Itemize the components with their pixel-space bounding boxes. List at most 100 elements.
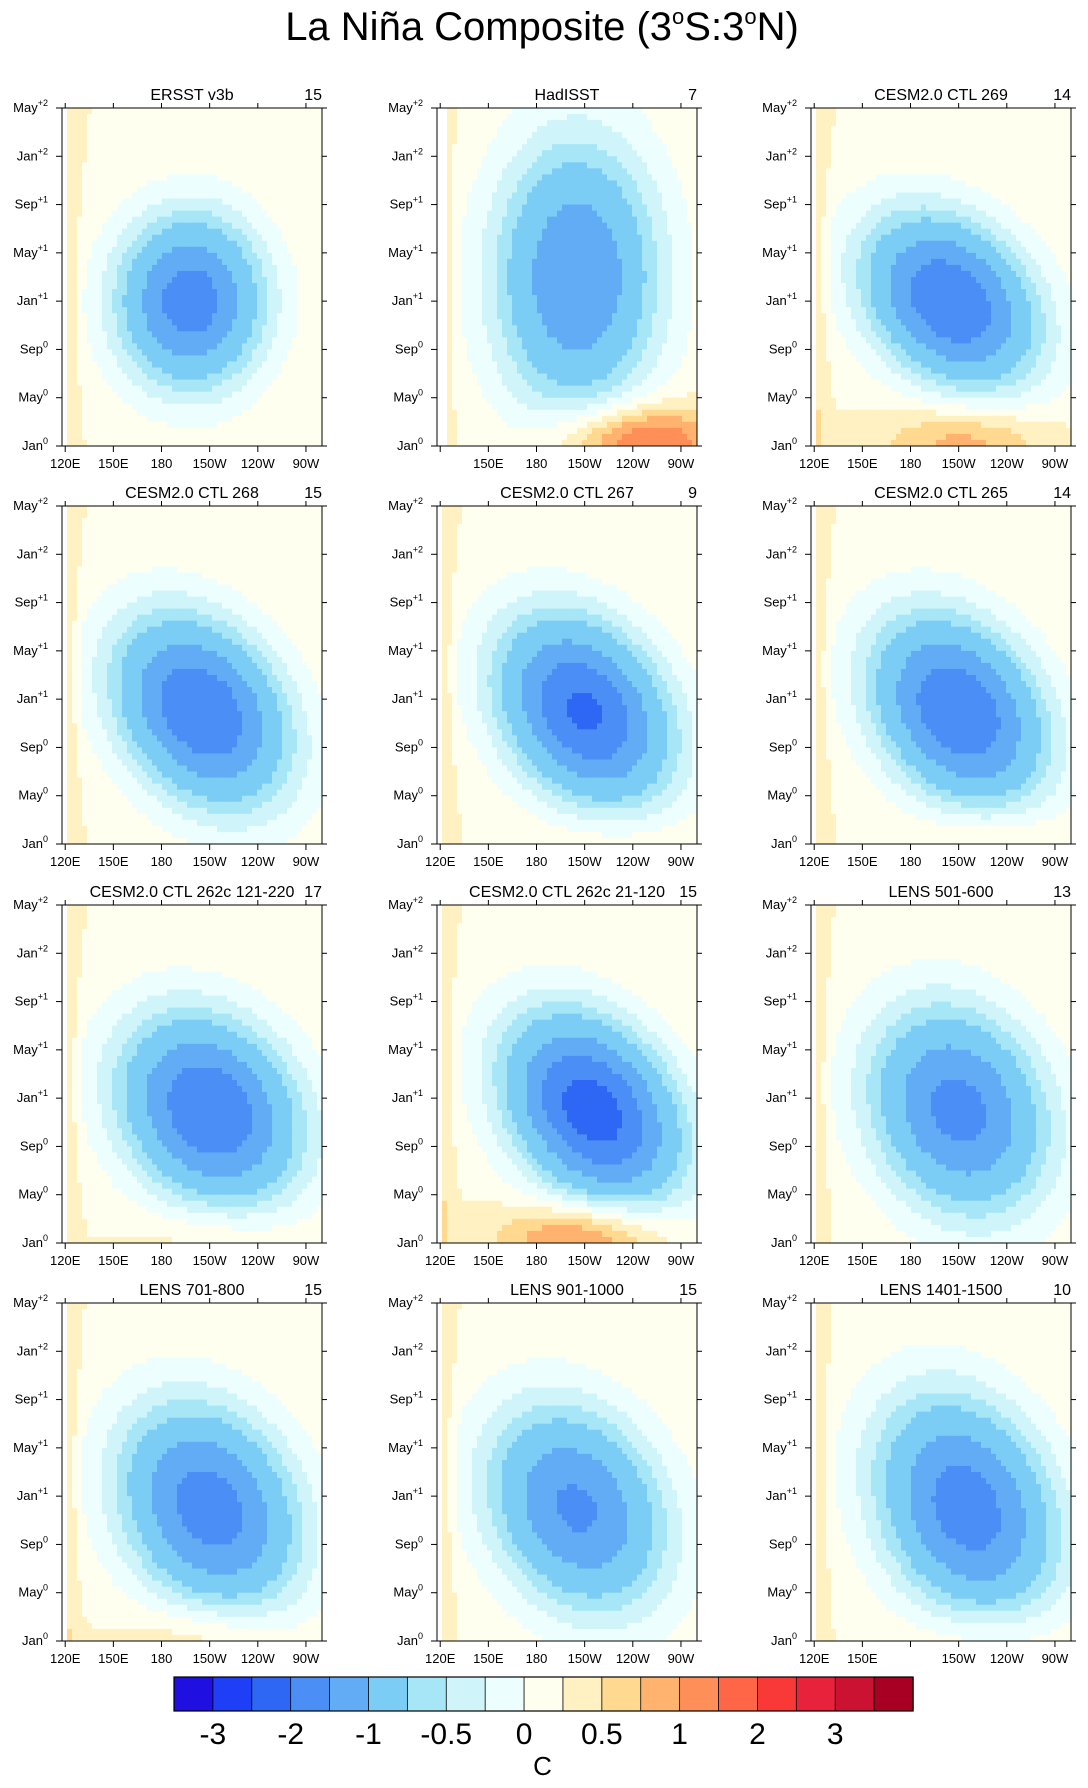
field-cell (317, 421, 322, 429)
field-cell (607, 114, 613, 121)
field-cell (477, 228, 483, 236)
field-cell (672, 150, 678, 157)
field-cell (192, 150, 198, 157)
field-cell (607, 222, 613, 230)
field-cell (157, 234, 163, 242)
field-cell (197, 252, 203, 260)
field-cell (572, 283, 578, 290)
field-cell (237, 192, 243, 200)
field-cell (82, 258, 88, 266)
field-cell (672, 216, 678, 224)
field-cell (547, 162, 553, 169)
field-cell (512, 108, 518, 115)
field-cell (472, 126, 478, 133)
field-cell (552, 240, 558, 248)
field-cell (662, 270, 668, 278)
field-cell (102, 397, 108, 405)
field-cell (82, 415, 88, 423)
field-cell (307, 439, 313, 446)
field-cell (597, 283, 603, 290)
field-cell (692, 319, 697, 326)
field-cell (277, 186, 283, 194)
field-cell (497, 144, 503, 151)
field-cell (662, 325, 668, 332)
field-cell (512, 258, 518, 266)
field-cell (547, 192, 553, 200)
field-cell (672, 240, 678, 248)
field-cell (87, 403, 93, 411)
field-cell (222, 403, 228, 411)
field-cell (232, 210, 238, 218)
field-cell (507, 331, 513, 338)
field-cell (152, 403, 158, 411)
field-cell (577, 120, 583, 127)
field-cell (182, 270, 188, 278)
field-cell (447, 234, 453, 242)
field-cell (297, 222, 303, 230)
field-cell (272, 126, 278, 133)
field-cell (657, 138, 663, 145)
field-cell (542, 204, 548, 212)
field-cell (117, 349, 123, 357)
field-cell (147, 138, 153, 145)
field-cell (572, 277, 578, 284)
field-cell (437, 204, 443, 212)
field-cell (87, 307, 93, 314)
field-cell (77, 397, 83, 405)
field-cell (452, 156, 458, 163)
field-cell (77, 325, 83, 332)
field-cell (67, 270, 73, 278)
field-cell (442, 174, 448, 182)
field-cell (92, 270, 98, 278)
field-cell (192, 114, 198, 121)
field-cell (282, 373, 288, 381)
field-cell (212, 192, 218, 200)
field-cell (617, 301, 623, 308)
field-cell (232, 168, 238, 175)
field-cell (552, 258, 558, 266)
field-cell (227, 132, 233, 139)
field-cell (142, 126, 148, 133)
field-cell (167, 132, 173, 139)
field-cell (102, 403, 108, 411)
field-cell (107, 186, 113, 194)
field-cell (107, 355, 113, 363)
field-cell (62, 421, 68, 429)
field-cell (582, 270, 588, 278)
field-cell (462, 228, 468, 236)
field-cell (217, 168, 223, 175)
field-cell (687, 252, 693, 260)
field-cell (277, 409, 283, 417)
field-cell (587, 234, 593, 242)
field-cell (102, 186, 108, 194)
field-cell (477, 283, 483, 290)
field-cell (522, 162, 528, 169)
field-cell (167, 114, 173, 121)
field-cell (622, 120, 628, 127)
field-cell (282, 277, 288, 284)
field-cell (532, 252, 538, 260)
field-cell (127, 385, 133, 393)
field-cell (207, 216, 213, 224)
field-cell (467, 150, 473, 157)
field-cell (282, 180, 288, 188)
field-cell (197, 337, 203, 344)
field-cell (142, 331, 148, 338)
field-cell (62, 385, 68, 393)
field-cell (522, 138, 528, 145)
field-cell (207, 222, 213, 230)
field-cell (622, 168, 628, 175)
field-cell (502, 258, 508, 266)
field-cell (107, 234, 113, 242)
field-cell (302, 246, 308, 254)
field-cell (67, 373, 73, 381)
field-cell (182, 108, 188, 115)
field-cell (102, 216, 108, 224)
field-cell (507, 114, 513, 121)
field-cell (242, 150, 248, 157)
field-cell (127, 301, 133, 308)
field-cell (307, 144, 313, 151)
field-cell (147, 108, 153, 115)
field-cell (572, 156, 578, 163)
field-cell (102, 373, 108, 381)
